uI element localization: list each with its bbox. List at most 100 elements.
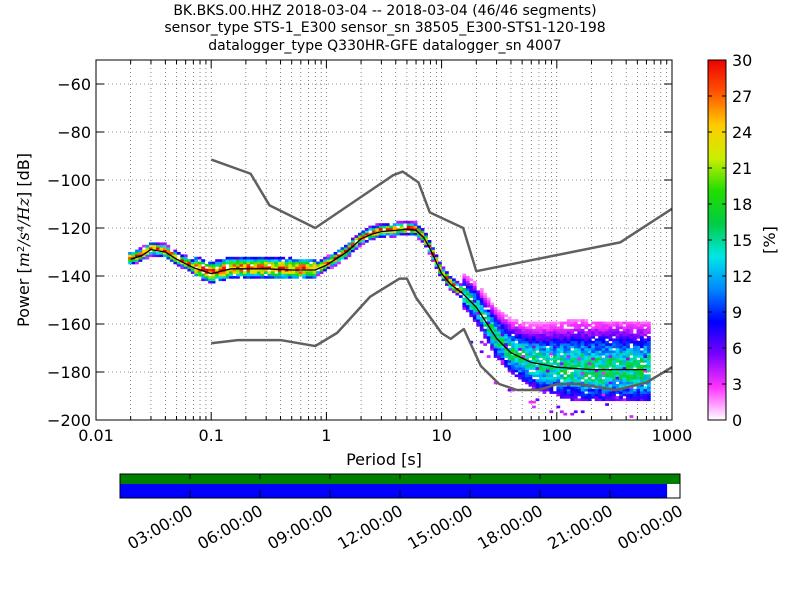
heatmap-cell (584, 345, 589, 349)
heatmap-cell (479, 321, 484, 325)
heatmap-cell (486, 304, 491, 308)
heatmap-cell (514, 343, 519, 346)
heatmap-cell (591, 328, 596, 332)
heatmap-cell (636, 376, 641, 380)
heatmap-cell (577, 350, 582, 354)
heatmap-cell (566, 324, 571, 327)
heatmap-cell (246, 271, 251, 274)
heatmap-cell (566, 333, 571, 337)
heatmap-cell (500, 340, 505, 344)
heatmap-cell (525, 336, 529, 339)
heatmap-cell (619, 357, 623, 361)
heatmap-cell (622, 376, 627, 380)
heatmap-cell (573, 355, 578, 358)
timeline-psd-bar (120, 484, 668, 498)
heatmap-cell (570, 362, 575, 366)
heatmap-cell (598, 355, 602, 358)
y-axis-ticks: −60−80−100−120−140−160−180−200 (47, 75, 672, 430)
heatmap-cell (438, 264, 442, 267)
heatmap-cell (476, 297, 481, 301)
heatmap-cell (549, 357, 554, 361)
heatmap-cell (142, 244, 146, 248)
heatmap-cell (615, 348, 620, 351)
heatmap-cell (577, 376, 582, 380)
heatmap-cell (469, 302, 474, 306)
heatmap-cell (563, 369, 568, 373)
heatmap-cell (591, 393, 596, 397)
heatmap-cell (587, 338, 592, 342)
heatmap-cell (155, 244, 160, 248)
heatmap-cell (587, 391, 592, 394)
heatmap-cell (608, 357, 613, 361)
heatmap-cell (619, 352, 623, 356)
heatmap-cell (619, 348, 623, 351)
heatmap-cell (267, 276, 272, 279)
heatmap-cell (626, 381, 630, 385)
heatmap-cell (180, 259, 185, 262)
heatmap-cell (183, 261, 188, 265)
heatmap-cell (535, 369, 540, 373)
heatmap-cell (615, 360, 620, 363)
heatmap-cell (542, 376, 547, 380)
heatmap-cell (636, 367, 641, 370)
heatmap-cell (539, 372, 543, 375)
heatmap-cell (479, 300, 484, 303)
heatmap-cell (406, 220, 411, 224)
heatmap-cell (573, 376, 578, 380)
heatmap-cell (528, 326, 533, 330)
heatmap-cell (295, 273, 300, 277)
heatmap-cell (291, 259, 296, 262)
heatmap-cell (636, 324, 641, 327)
heatmap-cell (479, 319, 484, 322)
heatmap-cell (270, 273, 275, 277)
heatmap-cell (479, 297, 484, 301)
heatmap-cell (511, 350, 515, 354)
heatmap-cell (535, 379, 540, 382)
heatmap-cell (633, 360, 637, 363)
heatmap-cell (577, 355, 582, 358)
heatmap-cell (187, 261, 192, 265)
heatmap-cell (451, 278, 456, 282)
heatmap-cell (215, 261, 219, 265)
heatmap-cell (545, 326, 550, 330)
heatmap-cell (563, 364, 568, 368)
heatmap-cell (584, 379, 589, 382)
heatmap-cell (155, 242, 160, 246)
heatmap-cell (587, 372, 592, 375)
heatmap-cell (570, 391, 575, 394)
heatmap-cell (521, 362, 526, 366)
heatmap-cell (218, 266, 223, 270)
heatmap-cell (507, 355, 512, 358)
heatmap-cell (427, 252, 432, 255)
heatmap-cell (577, 369, 582, 373)
heatmap-cell (525, 364, 529, 368)
heatmap-cell (142, 256, 146, 260)
heatmap-cell (298, 259, 303, 262)
heatmap-cell (594, 350, 599, 354)
heatmap-cell (573, 396, 578, 399)
heatmap-cell (162, 247, 167, 250)
heatmap-cell (490, 345, 495, 349)
heatmap-cell (479, 304, 484, 308)
heatmap-cell (615, 340, 620, 344)
heatmap-cell (570, 328, 575, 332)
heatmap-cell (256, 276, 261, 279)
y-tick-label: −80 (57, 123, 91, 142)
heatmap-cell (598, 336, 602, 339)
heatmap-cell (615, 328, 620, 332)
chart-title-line-1: BK.BKS.00.HHZ 2018-03-04 -- 2018-03-04 (… (173, 3, 597, 19)
heatmap-cell (479, 307, 484, 310)
heatmap-cell (619, 360, 623, 363)
heatmap-cell (479, 288, 484, 291)
heatmap-cell (619, 381, 623, 385)
heatmap-cell (497, 331, 502, 334)
heatmap-cell (622, 369, 627, 373)
heatmap-cell (594, 369, 599, 373)
heatmap-cell (552, 355, 557, 358)
heatmap-cell (640, 376, 644, 380)
heatmap-cell (518, 336, 522, 339)
heatmap-cell (319, 261, 324, 265)
heatmap-cell (361, 240, 366, 243)
heatmap-cell (455, 283, 460, 286)
heatmap-cell (580, 364, 585, 368)
